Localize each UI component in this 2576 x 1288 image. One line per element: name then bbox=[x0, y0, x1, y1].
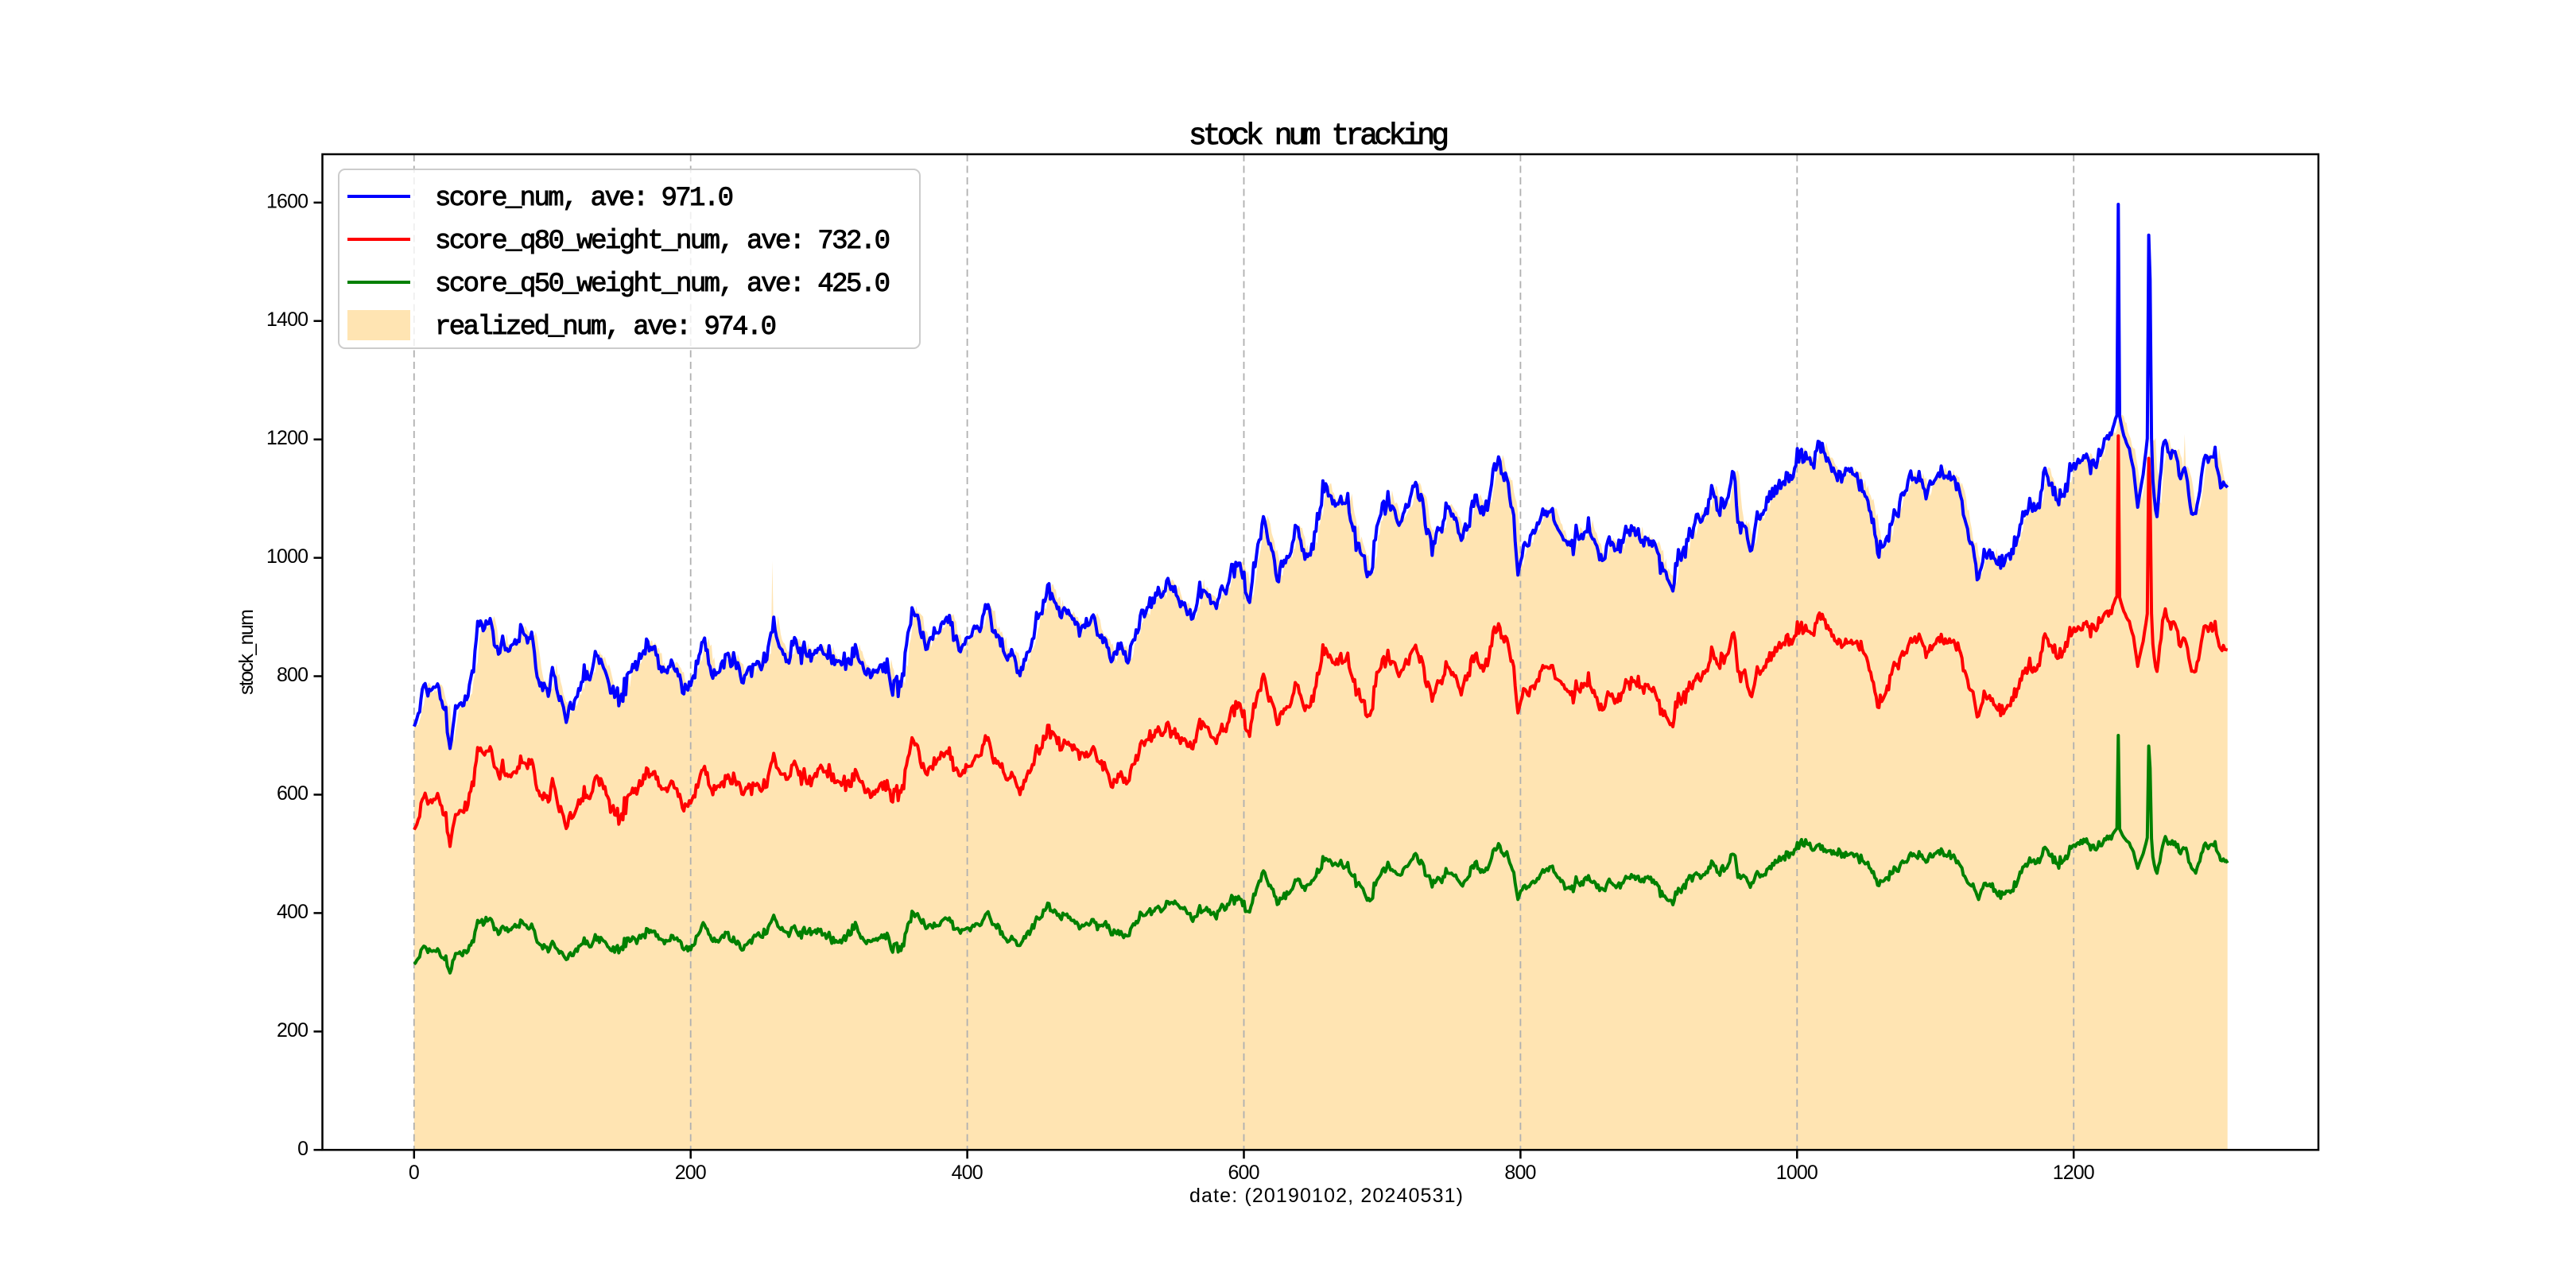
svg-text:score_q50_weight_num, ave: 425: score_q50_weight_num, ave: 425.0 bbox=[435, 270, 890, 300]
svg-text:400: 400 bbox=[952, 1162, 983, 1184]
svg-text:1600: 1600 bbox=[266, 190, 308, 212]
svg-text:200: 200 bbox=[277, 1019, 308, 1042]
svg-text:1200: 1200 bbox=[266, 427, 308, 449]
svg-text:1200: 1200 bbox=[2053, 1162, 2095, 1184]
svg-text:score_num, ave: 971.0: score_num, ave: 971.0 bbox=[435, 184, 734, 214]
svg-text:score_q80_weight_num, ave: 732: score_q80_weight_num, ave: 732.0 bbox=[435, 227, 890, 257]
svg-text:stock_num: stock_num bbox=[235, 609, 258, 695]
svg-text:1000: 1000 bbox=[1776, 1162, 1818, 1184]
svg-text:800: 800 bbox=[277, 664, 308, 686]
svg-text:stock num tracking: stock num tracking bbox=[1189, 119, 1449, 153]
svg-text:realized_num, ave: 974.0: realized_num, ave: 974.0 bbox=[435, 312, 777, 343]
svg-text:1000: 1000 bbox=[266, 545, 308, 568]
svg-text:200: 200 bbox=[675, 1162, 707, 1184]
svg-text:0: 0 bbox=[409, 1162, 420, 1184]
svg-text:600: 600 bbox=[277, 782, 308, 805]
svg-text:1400: 1400 bbox=[266, 308, 308, 331]
svg-text:date: (20190102, 20240531): date: (20190102, 20240531) bbox=[1189, 1185, 1463, 1207]
svg-text:600: 600 bbox=[1228, 1162, 1260, 1184]
svg-text:800: 800 bbox=[1504, 1162, 1536, 1184]
svg-text:400: 400 bbox=[277, 901, 308, 923]
svg-text:0: 0 bbox=[297, 1138, 308, 1160]
